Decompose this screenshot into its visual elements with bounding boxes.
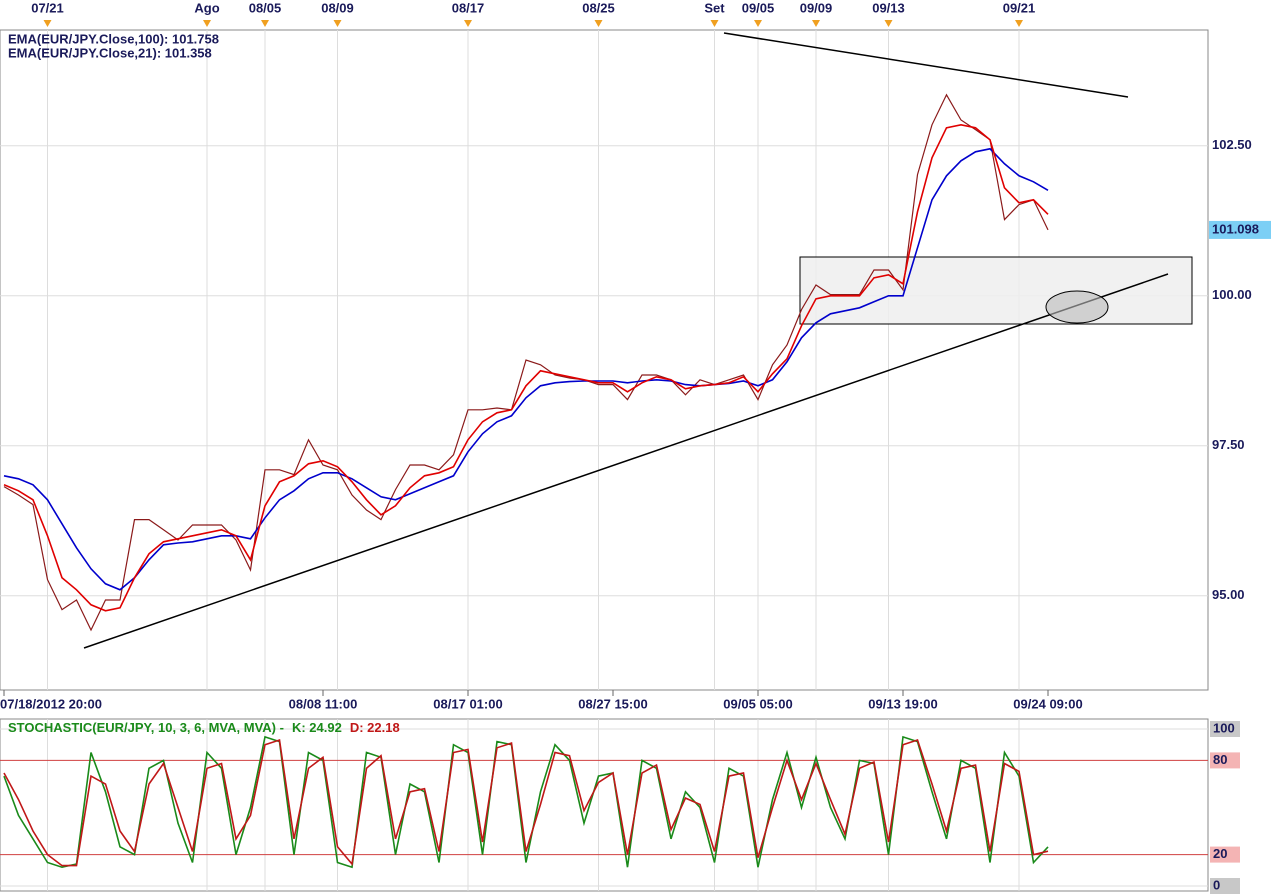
y-tick-label: 0 bbox=[1213, 877, 1220, 892]
stochastic-panel bbox=[0, 718, 1209, 892]
date-marker bbox=[203, 20, 211, 27]
d-label: D: 22.18 bbox=[350, 720, 400, 735]
top-date-label: 09/21 bbox=[1003, 0, 1036, 15]
top-date-label: 09/09 bbox=[800, 0, 833, 15]
y-tick-label: 95.00 bbox=[1212, 587, 1245, 602]
y-tick-label: 97.50 bbox=[1212, 437, 1245, 452]
y-tick-label: 100.00 bbox=[1212, 287, 1252, 302]
top-date-label: Ago bbox=[194, 0, 219, 15]
price-panel bbox=[0, 29, 1209, 691]
stochastic-title: STOCHASTIC(EUR/JPY, 10, 3, 6, MVA, MVA) … bbox=[8, 720, 400, 735]
top-date-label: 08/25 bbox=[582, 0, 615, 15]
top-date-label: 09/13 bbox=[872, 0, 905, 15]
range-box bbox=[799, 256, 1193, 325]
top-date-label: 09/05 bbox=[742, 0, 775, 15]
date-marker bbox=[464, 20, 472, 27]
top-date-label: 07/21 bbox=[31, 0, 64, 15]
highlight-ellipse bbox=[1045, 290, 1109, 324]
x-tick-label: 08/27 15:00 bbox=[578, 696, 647, 711]
y-tick-label: 102.50 bbox=[1212, 137, 1252, 152]
x-tick-label: 08/08 11:00 bbox=[289, 696, 358, 711]
resistance-line bbox=[723, 32, 1129, 98]
date-marker bbox=[884, 20, 893, 27]
x-tick-label: 09/13 19:00 bbox=[868, 696, 937, 711]
date-marker bbox=[594, 20, 603, 27]
k-label: K: 24.92 bbox=[292, 720, 342, 735]
last-price-label: 101.098 bbox=[1212, 221, 1259, 236]
date-marker bbox=[812, 20, 820, 27]
series-line bbox=[3, 93, 1049, 632]
y-tick-box bbox=[1210, 721, 1240, 737]
top-date-label: 08/05 bbox=[249, 0, 282, 15]
y-tick-box bbox=[1210, 752, 1240, 769]
y-tick-label: 20 bbox=[1213, 846, 1227, 861]
legend-entry: EMA(EUR/JPY.Close,21): 101.358 bbox=[8, 45, 212, 60]
series-line bbox=[3, 123, 1049, 612]
top-date-label: 08/09 bbox=[321, 0, 354, 15]
x-tick-label: 09/24 09:00 bbox=[1013, 696, 1082, 711]
x-tick-label: 09/05 05:00 bbox=[723, 696, 792, 711]
x-tick-label: 08/17 01:00 bbox=[433, 696, 502, 711]
series-line bbox=[3, 738, 1049, 867]
date-marker bbox=[261, 20, 269, 27]
date-marker bbox=[43, 20, 52, 27]
date-marker bbox=[754, 20, 762, 27]
last-price-box bbox=[1209, 220, 1271, 239]
y-tick-label: 80 bbox=[1213, 752, 1227, 767]
date-marker bbox=[710, 20, 719, 27]
y-tick-box bbox=[1210, 846, 1240, 863]
support-line bbox=[83, 273, 1169, 649]
stochastic-name: STOCHASTIC(EUR/JPY, 10, 3, 6, MVA, MVA) … bbox=[8, 720, 284, 735]
y-tick-label: 100 bbox=[1213, 720, 1235, 735]
series-line bbox=[3, 147, 1049, 591]
top-date-label: 08/17 bbox=[452, 0, 485, 15]
date-marker bbox=[1015, 20, 1023, 27]
legend-entry: EMA(EUR/JPY.Close,100): 101.758 bbox=[8, 31, 219, 46]
date-marker bbox=[333, 20, 342, 27]
marks bbox=[3, 93, 1049, 869]
y-tick-box bbox=[1210, 878, 1240, 894]
x-tick-label: 07/18/2012 20:00 bbox=[0, 696, 102, 711]
top-date-label: Set bbox=[704, 0, 725, 15]
